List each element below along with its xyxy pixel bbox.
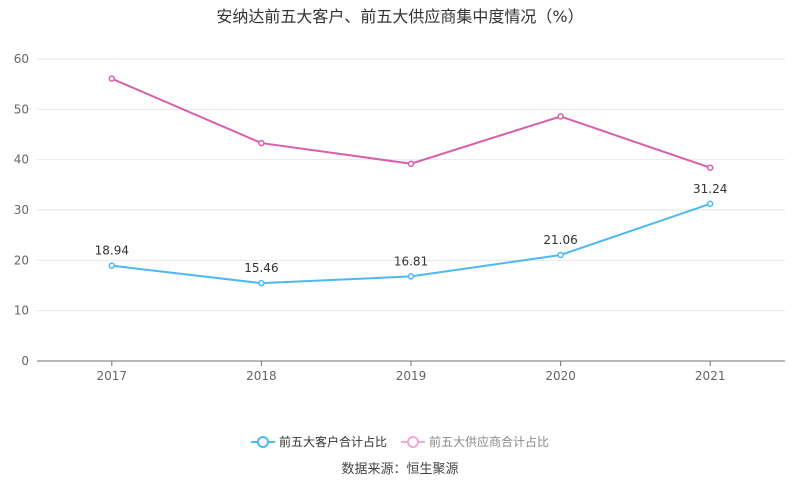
- data-source: 数据来源：恒生聚源: [341, 462, 459, 477]
- series-line-1: [111, 77, 711, 169]
- legend-label-suppliers: 前五大供应商合计占比: [429, 435, 550, 449]
- y-tick-label: 20: [14, 253, 29, 267]
- x-tick-label: 2019: [396, 369, 427, 383]
- data-point: [258, 139, 265, 147]
- data-point: [108, 262, 116, 269]
- legend-item-suppliers[interactable]: 前五大供应商合计占比: [401, 433, 549, 450]
- plot-area: 0 10 20 30 40 50 60 2017 2018 2019 2020 2021 18.94 15…: [14, 52, 785, 383]
- legend: 前五大客户合计占比 前五大供应商合计占比: [0, 433, 800, 450]
- data-point: [108, 75, 116, 82]
- legend-marker-customers: [250, 435, 275, 448]
- x-tick-label: 2020: [545, 369, 576, 383]
- y-tick-label: 10: [14, 304, 29, 318]
- data-point: [706, 200, 714, 208]
- y-tick-label: 60: [14, 52, 29, 66]
- data-point: [258, 279, 265, 287]
- x-tick-label: 2018: [246, 369, 277, 383]
- y-tick-label: 40: [14, 153, 29, 167]
- data-point: [557, 113, 564, 120]
- data-label: 31.24: [693, 182, 727, 196]
- series-line-0: [111, 202, 711, 285]
- data-point: [706, 164, 714, 171]
- legend-item-customers[interactable]: 前五大客户合计占比: [250, 433, 387, 450]
- data-point: [407, 273, 415, 280]
- data-point: [407, 160, 415, 167]
- legend-marker-suppliers: [401, 435, 425, 448]
- data-label: 16.81: [394, 254, 428, 268]
- data-label: 21.06: [543, 233, 577, 247]
- x-tick-label: 2017: [97, 369, 128, 383]
- data-point: [557, 251, 564, 259]
- data-label: 18.94: [95, 244, 129, 258]
- y-tick-label: 30: [14, 203, 29, 217]
- y-tick-label: 0: [21, 354, 29, 368]
- chart-title: 安纳达前五大客户、前五大供应商集中度情况（%）: [216, 7, 584, 26]
- data-label: 15.46: [244, 261, 278, 275]
- legend-label-customers: 前五大客户合计占比: [278, 435, 387, 449]
- x-tick-label: 2021: [695, 369, 726, 383]
- y-tick-label: 50: [14, 102, 29, 116]
